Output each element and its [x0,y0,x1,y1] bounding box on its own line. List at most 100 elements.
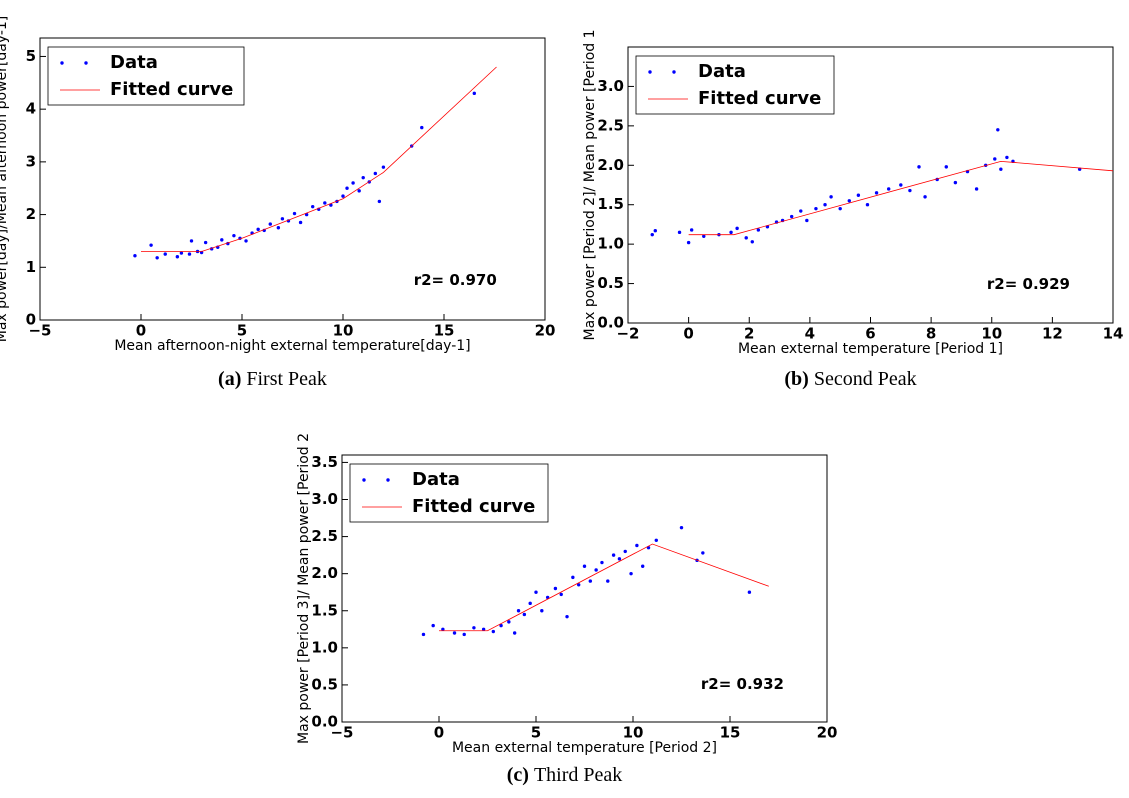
data-point [829,195,833,199]
data-point [421,632,426,637]
data-point [232,233,236,238]
data-point [462,632,466,637]
data-point [499,623,503,628]
annotation: r2= 0.970 [414,271,497,289]
data-point [179,251,184,255]
data-point [677,230,682,235]
y-tick-label: 4 [26,100,36,118]
fitted-curve [688,160,1114,236]
x-axis-label: Mean external temperature [Period 2] [452,740,717,756]
data-point [472,626,476,630]
data-point [756,228,761,232]
legend-swatch [386,478,390,482]
data-point [571,575,575,580]
legend-swatch [84,61,88,65]
data-point [908,188,912,193]
data-point [149,243,153,247]
data-point [155,256,159,260]
data-point [993,157,997,161]
y-tick-label: 3.0 [311,490,338,508]
x-tick-label: −5 [330,724,353,742]
data-point [702,234,706,238]
data-point [744,236,748,240]
legend-box [47,46,245,106]
data-point [507,620,511,624]
legend-label: Data [698,61,746,82]
caption-text: Third Peak [534,764,622,786]
data-point [540,609,544,613]
data-point [611,553,616,557]
data-point [565,614,569,619]
legend-label: Fitted curve [110,79,233,100]
data-point [361,175,365,180]
data-point [377,199,382,204]
y-tick-label: 2.5 [311,527,338,545]
y-tick-label: 1.0 [311,638,338,656]
data-point [600,560,604,565]
caption-label: (c) [507,764,529,786]
y-tick-label: 0.5 [311,675,338,693]
caption-text: Second Peak [814,368,917,390]
data-point [606,579,610,583]
data-point [163,252,167,256]
data-point [381,165,386,169]
data-point [641,564,645,568]
data-point [999,167,1003,171]
y-tick-label: 2 [26,205,36,223]
data-point [654,538,658,542]
data-point [576,583,581,587]
y-axis-label: Max power [Period 2]/ Mean power [Period… [582,29,598,340]
data-point [689,228,694,232]
caption-label: (b) [784,368,808,390]
data-point [799,209,803,213]
legend-box [635,55,835,115]
data-point [175,255,180,259]
data-point [452,631,457,635]
x-tick-label: 10 [333,322,354,340]
caption: (c) Third Peak [507,764,623,786]
data-point [345,186,349,190]
caption-label: (a) [218,368,241,390]
data-point [292,211,297,216]
data-point [512,631,517,635]
x-tick-label: −2 [616,325,639,343]
data-point [944,165,948,169]
y-tick-label: 0.5 [597,274,624,292]
data-point [357,189,361,193]
data-point [823,203,827,207]
data-point [276,226,281,230]
caption: (b) Second Peak [784,368,916,390]
fitted-curve [141,66,497,252]
data-point [735,226,739,231]
legend-swatch [648,70,652,74]
x-tick-label: −5 [28,322,51,340]
data-point [311,204,315,209]
legend-swatch [672,70,676,74]
y-tick-label: 3 [26,152,36,170]
data-point [923,195,927,199]
legend-box [349,463,549,523]
data-point [996,128,1000,132]
data-point [865,203,870,207]
data-point [516,609,521,613]
y-tick-label: 3.5 [311,453,338,471]
data-point [472,91,476,96]
data-point [441,627,445,631]
annotation: r2= 0.932 [701,675,784,693]
data-point [650,232,654,237]
data-point [679,525,684,530]
annotation: r2= 0.929 [987,275,1070,293]
y-axis-label: Max power[day]/Mean afternoon power[day-… [0,16,10,343]
data-point [805,218,809,223]
x-axis-label: Mean afternoon-night external temperatur… [114,338,470,354]
data-point [588,579,593,583]
data-point [203,240,208,245]
data-point [701,551,705,555]
x-tick-label: 0 [434,724,444,742]
legend-label: Fitted curve [412,496,535,517]
data-point [280,217,285,221]
y-tick-label: 0.0 [311,713,338,731]
x-tick-label: 0 [683,325,693,343]
data-point [559,592,563,597]
